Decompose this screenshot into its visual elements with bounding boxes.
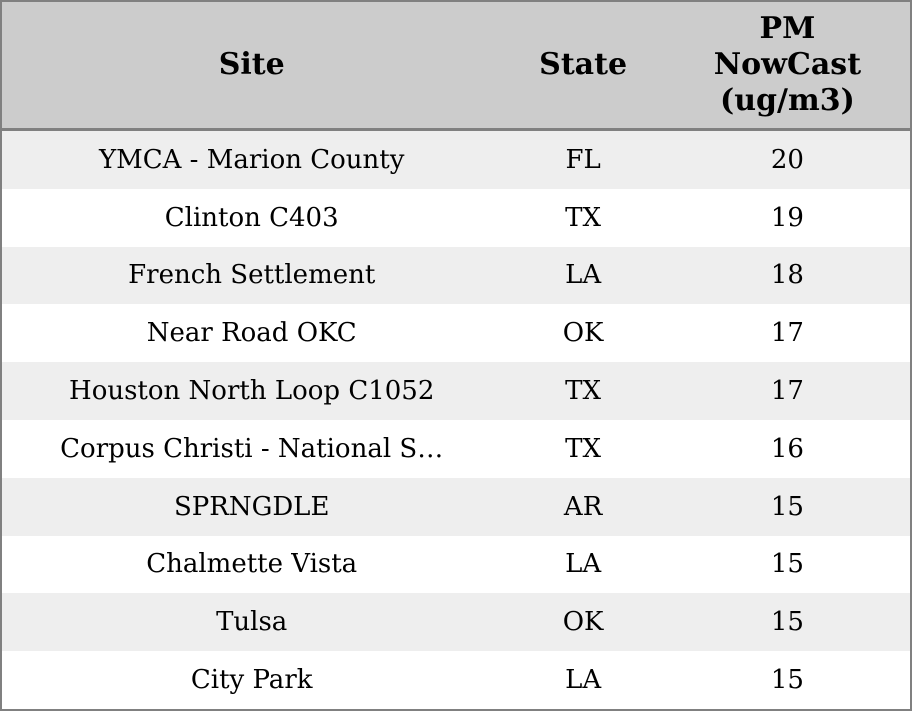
header-pm-nowcast: PM NowCast (ug/m3) [665, 11, 910, 119]
table-header-row: Site State PM NowCast (ug/m3) [2, 2, 910, 131]
pm-cell: 15 [770, 549, 804, 580]
table-row: SPRNGDLE AR 15 [2, 477, 910, 536]
state-cell: LA [565, 549, 602, 580]
pm-cell: 18 [770, 260, 804, 291]
header-state: State [539, 47, 628, 82]
table-row: City Park LA 15 [2, 651, 910, 709]
table-body: YMCA - Marion County FL 20 Clinton C403 … [2, 131, 910, 709]
table-row: Near Road OKC OK 17 [2, 304, 910, 363]
site-cell: Houston North Loop C1052 [69, 376, 435, 407]
table-row: Houston North Loop C1052 TX 17 [2, 362, 910, 420]
state-cell: LA [565, 260, 602, 291]
pm-cell: 17 [770, 376, 804, 407]
pm-cell: 19 [770, 202, 804, 233]
site-cell: City Park [190, 665, 313, 696]
header-pm-line1: PM [759, 11, 816, 46]
site-cell: Chalmette Vista [146, 549, 358, 580]
header-pm-line2: NowCast [713, 47, 862, 82]
table-row: Corpus Christi - National S… TX 16 [2, 419, 910, 478]
table-row: YMCA - Marion County FL 20 [2, 131, 910, 189]
table-row: Clinton C403 TX 19 [2, 188, 910, 247]
state-cell: TX [565, 202, 602, 233]
state-cell: TX [565, 433, 602, 464]
table-row: French Settlement LA 18 [2, 246, 910, 305]
state-cell: OK [562, 318, 604, 349]
pm-cell: 15 [770, 665, 804, 696]
state-cell: FL [565, 144, 601, 175]
pm-cell: 15 [770, 491, 804, 522]
site-cell: YMCA - Marion County [98, 144, 405, 175]
pm-cell: 15 [770, 607, 804, 638]
state-cell: TX [565, 376, 602, 407]
state-cell: AR [563, 491, 603, 522]
header-pm-line3: (ug/m3) [720, 83, 855, 118]
site-cell: French Settlement [128, 260, 376, 291]
site-cell: Corpus Christi - National S… [60, 433, 444, 464]
site-cell: Near Road OKC [146, 318, 357, 349]
site-cell: SPRNGDLE [173, 491, 330, 522]
state-cell: LA [565, 665, 602, 696]
pm-cell: 20 [770, 144, 804, 175]
site-cell: Clinton C403 [164, 202, 339, 233]
state-cell: OK [562, 607, 604, 638]
table-row: Chalmette Vista LA 15 [2, 535, 910, 594]
pm-cell: 16 [770, 433, 804, 464]
header-site: Site [218, 47, 285, 82]
site-cell: Tulsa [216, 607, 288, 638]
table-row: Tulsa OK 15 [2, 593, 910, 652]
pm-cell: 17 [770, 318, 804, 349]
